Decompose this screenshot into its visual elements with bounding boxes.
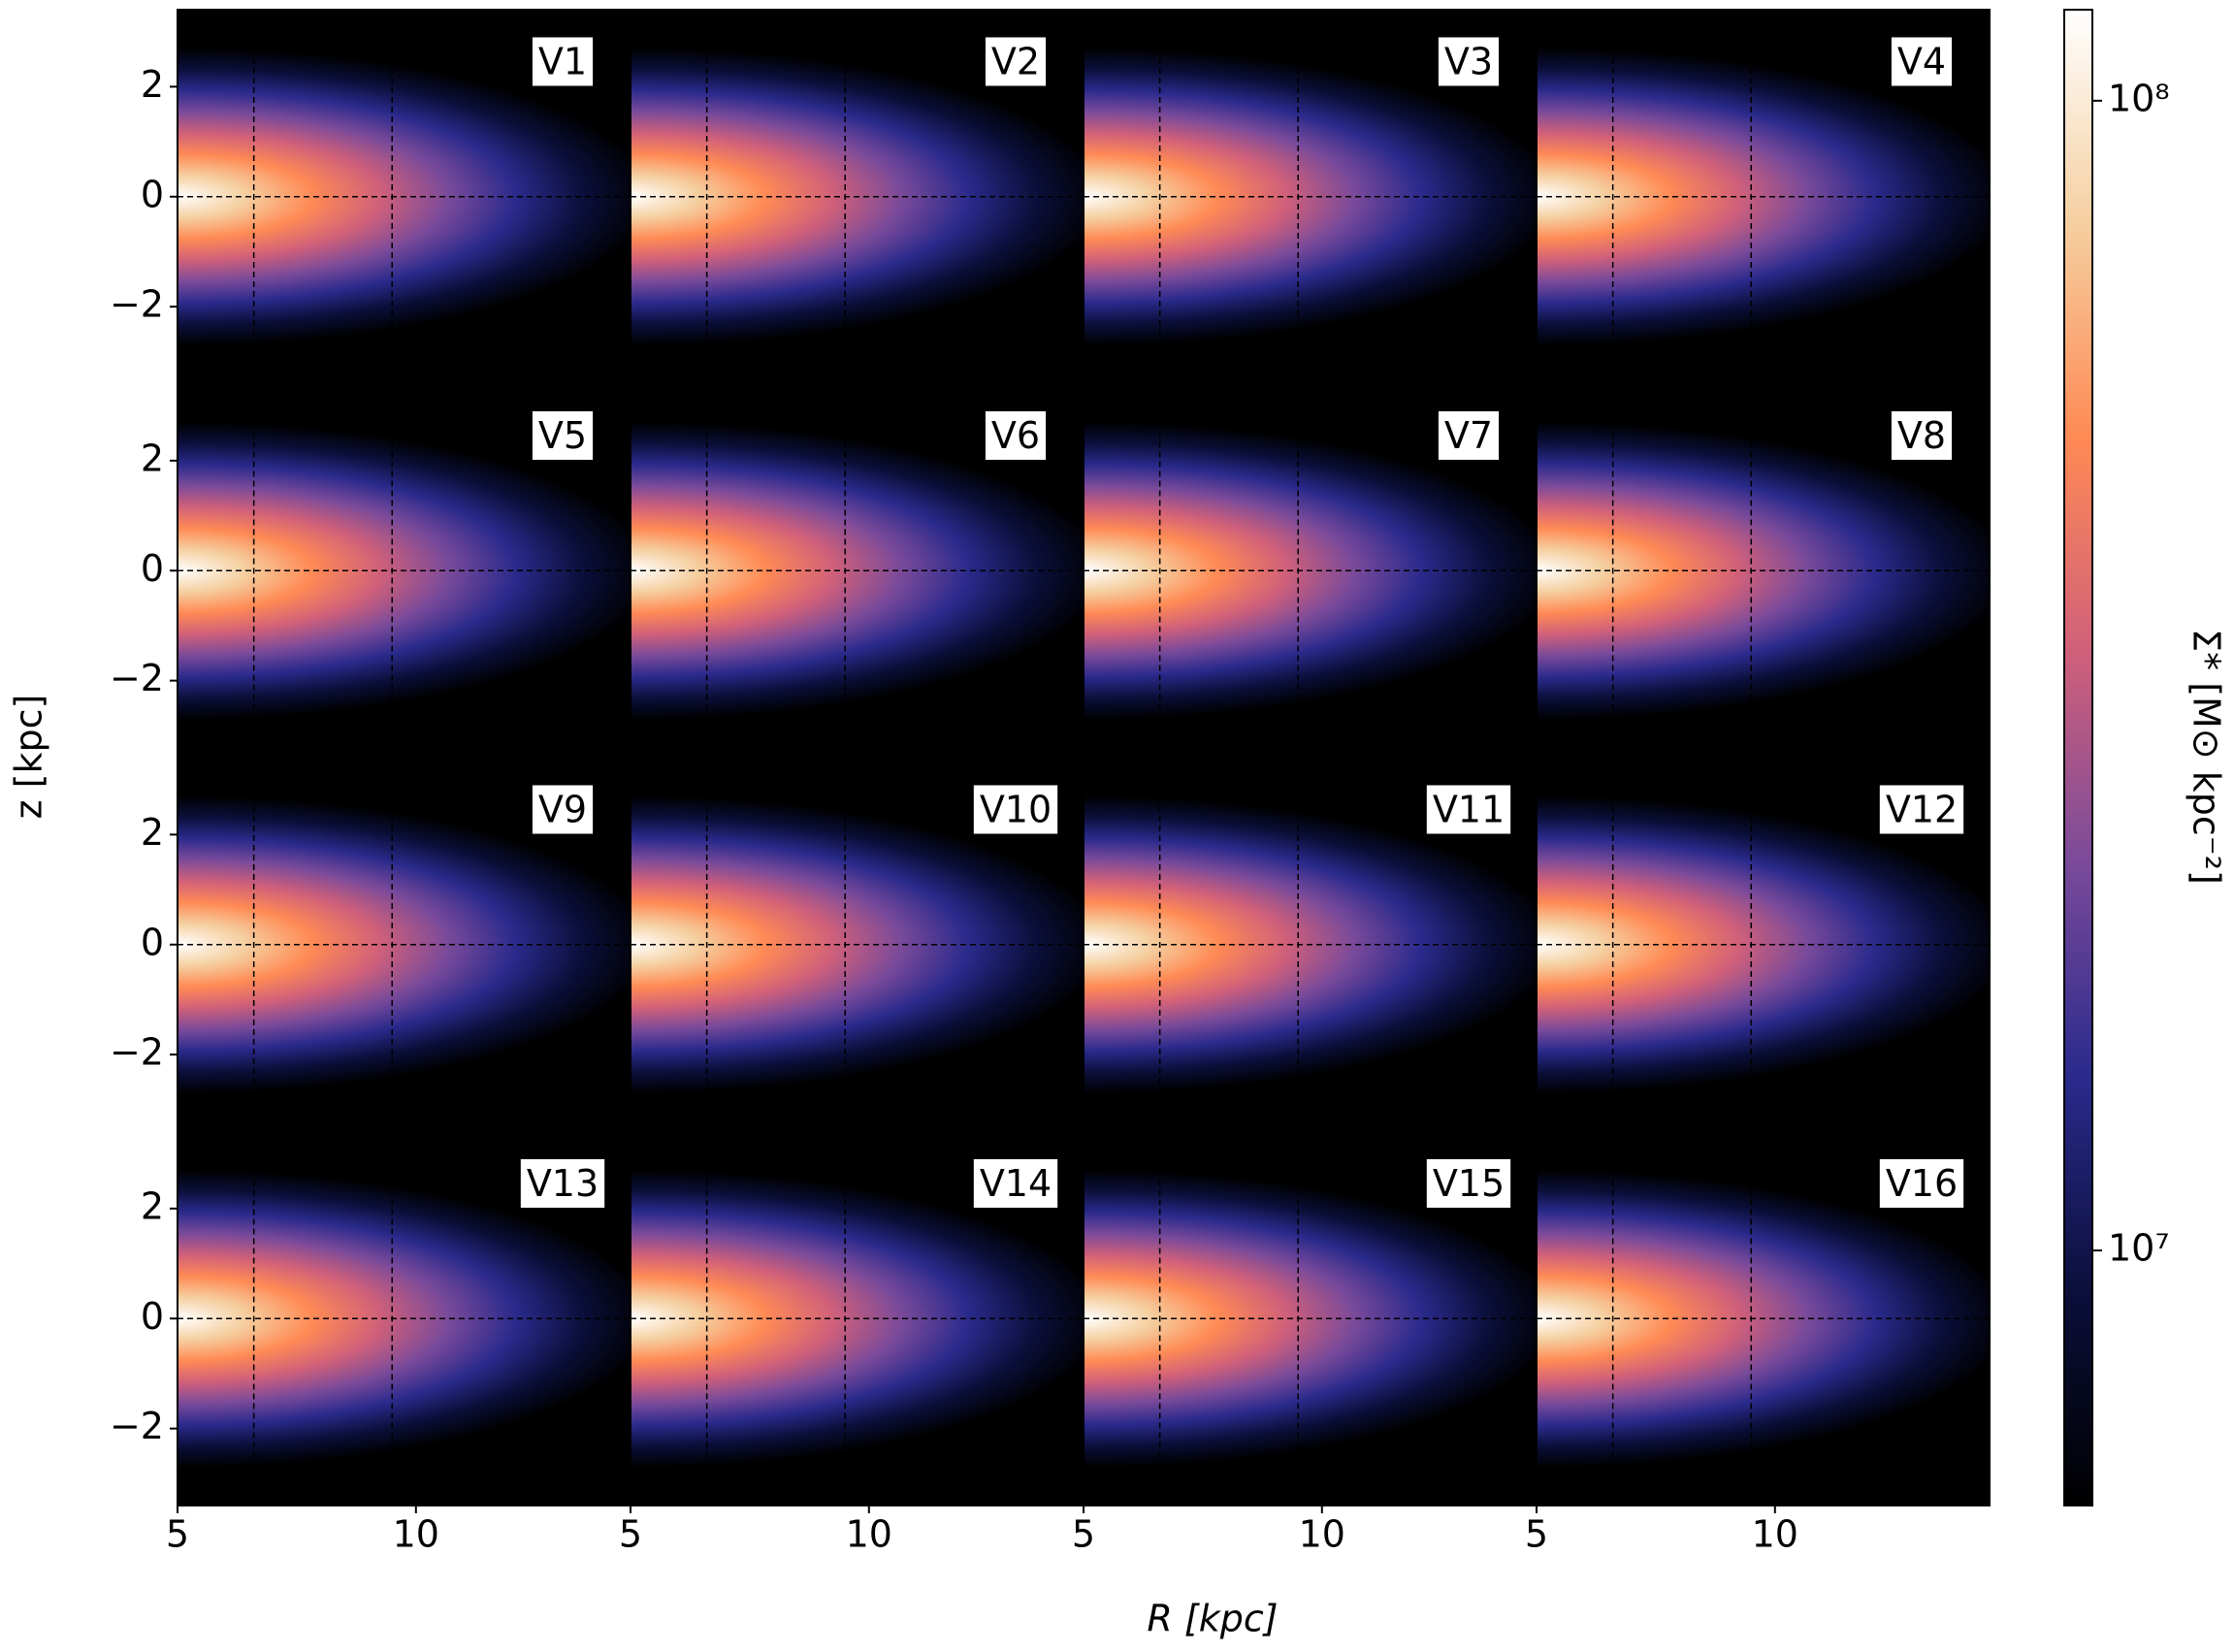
panel-label: V6	[991, 414, 1040, 457]
y-tick-label: 0	[141, 1295, 164, 1338]
panel-label: V10	[980, 789, 1052, 831]
panel-label-box	[1438, 37, 1500, 86]
panel-label-box	[973, 785, 1058, 834]
y-tick-label: −2	[110, 657, 164, 699]
panel-label-box	[520, 1159, 605, 1208]
panel-label-box	[1879, 785, 1964, 834]
panel-label: V13	[527, 1162, 599, 1205]
y-tick-label: 0	[141, 547, 164, 590]
x-tick-label: 10	[1752, 1513, 1798, 1556]
x-tick-label: 10	[1299, 1513, 1345, 1556]
colorbar-tick-label: 10⁷	[2108, 1227, 2170, 1270]
y-tick-label: −2	[110, 1405, 164, 1447]
panel-label: V4	[1897, 41, 1946, 83]
y-tick-label: 2	[141, 811, 164, 854]
panel-label-box	[1438, 411, 1500, 460]
panel-label-box	[973, 1159, 1058, 1208]
y-tick-label: 2	[141, 63, 164, 106]
x-axis-label: R [kpc]	[1147, 1598, 1278, 1640]
panel-label: V1	[538, 41, 587, 83]
y-tick-label: 0	[141, 173, 164, 215]
panel-label: V8	[1897, 414, 1946, 457]
x-tick-label: 5	[166, 1513, 189, 1556]
y-tick-label: 2	[141, 437, 164, 479]
panel-label: V16	[1886, 1162, 1958, 1205]
y-axis-label: z [kpc]	[8, 695, 50, 820]
y-tick-label: −2	[110, 283, 164, 326]
y-tick-label: 2	[141, 1184, 164, 1227]
x-tick-label: 10	[846, 1513, 892, 1556]
panel-label-box	[1879, 1159, 1964, 1208]
x-tick-label: 5	[1072, 1513, 1095, 1556]
y-tick-label: −2	[110, 1031, 164, 1074]
panel-label-box	[1891, 411, 1953, 460]
colorbar-tick-label: 10⁸	[2108, 77, 2170, 119]
panel-label: V14	[980, 1162, 1052, 1205]
panel-label: V7	[1444, 414, 1493, 457]
panel-label-box	[1891, 37, 1953, 86]
panel-label: V5	[538, 414, 587, 457]
panel-frame	[1536, 1130, 1991, 1506]
panel-label-box	[532, 785, 594, 834]
colorbar	[2063, 9, 2093, 1506]
panel-label-box	[985, 411, 1047, 460]
panel-label: V2	[991, 41, 1040, 83]
panel-label-box	[1426, 1159, 1511, 1208]
x-tick-label: 5	[619, 1513, 642, 1556]
panel-label-box	[532, 37, 594, 86]
panel-label-box	[532, 411, 594, 460]
panel-label: V3	[1444, 41, 1493, 83]
y-tick-label: 0	[141, 921, 164, 963]
panel-label-box	[1426, 785, 1511, 834]
panel-label: V9	[538, 789, 587, 831]
panel-label-box	[985, 37, 1047, 86]
x-tick-label: 10	[393, 1513, 439, 1556]
x-tick-label: 5	[1525, 1513, 1548, 1556]
panel-label: V15	[1433, 1162, 1505, 1205]
panel-label: V11	[1433, 789, 1505, 831]
colorbar-label: Σ* [M⊙ kpc⁻²]	[2185, 629, 2228, 885]
panel-label: V12	[1886, 789, 1958, 831]
